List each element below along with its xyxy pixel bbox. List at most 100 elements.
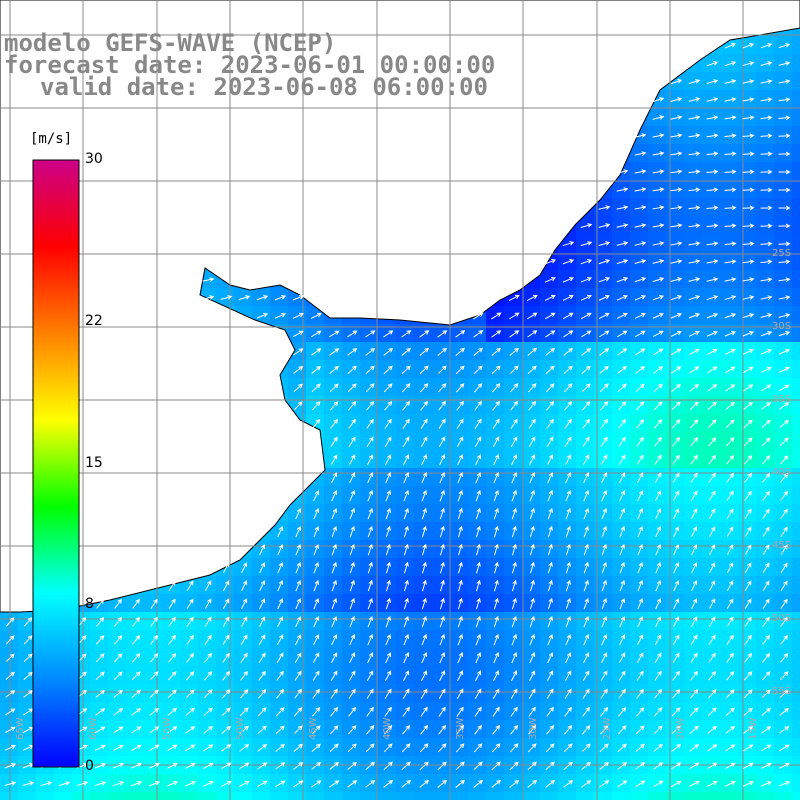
- wind-speed-cell: [576, 666, 594, 684]
- wind-arrow: [688, 79, 701, 85]
- wind-speed-cell: [756, 432, 774, 450]
- wind-arrow: [744, 562, 752, 574]
- wind-arrow: [493, 633, 499, 646]
- wind-speed-cell: [612, 234, 630, 252]
- wind-arrow: [635, 762, 646, 770]
- wind-arrow: [780, 598, 788, 609]
- wind-arrow: [528, 706, 536, 717]
- wind-speed-cell: [378, 702, 396, 720]
- wind-arrow: [421, 670, 428, 682]
- wind-arrow: [475, 454, 482, 466]
- wind-arrow: [150, 653, 159, 663]
- wind-arrow: [438, 706, 446, 717]
- wind-arrow: [114, 635, 123, 645]
- wind-speed-cell: [522, 486, 540, 504]
- wind-arrow: [688, 241, 701, 246]
- wind-arrow: [313, 508, 320, 520]
- wind-arrow: [637, 561, 644, 574]
- wind-arrow: [582, 688, 590, 699]
- wind-speed-cell: [324, 540, 342, 558]
- wind-speed-cell: [558, 702, 576, 720]
- wind-speed-cell: [360, 504, 378, 522]
- wind-arrow: [331, 472, 338, 484]
- wind-speed-cell: [666, 594, 684, 612]
- wind-speed-cell: [576, 576, 594, 594]
- wind-speed-cell: [432, 630, 450, 648]
- wind-arrow: [706, 780, 718, 787]
- wind-speed-cell: [324, 468, 342, 486]
- wind-speed-cell: [756, 216, 774, 234]
- wind-speed-cell: [342, 576, 360, 594]
- wind-speed-cell: [432, 792, 450, 804]
- wind-speed-cell: [504, 414, 522, 432]
- wind-speed-cell: [540, 432, 558, 450]
- wind-arrow: [402, 400, 411, 411]
- wind-speed-cell: [414, 720, 432, 738]
- wind-arrow: [691, 580, 698, 592]
- wind-speed-cell: [630, 666, 648, 684]
- wind-speed-cell: [540, 360, 558, 378]
- wind-arrow: [347, 330, 358, 338]
- wind-speed-cell: [342, 774, 360, 792]
- wind-arrow: [5, 671, 15, 680]
- wind-arrow: [331, 597, 338, 610]
- wind-speed-cell: [540, 324, 558, 342]
- wind-speed-cell: [684, 108, 702, 126]
- wind-speed-cell: [612, 720, 630, 738]
- wind-speed-cell: [0, 648, 18, 666]
- wind-arrow: [742, 115, 755, 121]
- wind-arrow: [565, 543, 571, 556]
- wind-arrow: [401, 365, 411, 375]
- wind-arrow: [329, 365, 340, 374]
- wind-arrow: [437, 330, 448, 338]
- wind-arrow: [421, 471, 428, 484]
- wind-speed-cell: [774, 270, 792, 288]
- wind-arrow: [581, 780, 592, 788]
- wind-speed-cell: [756, 90, 774, 108]
- wind-arrow: [329, 348, 340, 356]
- wind-arrow: [366, 688, 374, 699]
- latitude-label: 45S: [772, 540, 792, 551]
- latitude-label: 35S: [772, 394, 792, 405]
- wind-arrow: [349, 597, 355, 610]
- wind-speed-cell: [450, 486, 468, 504]
- wind-speed-cell: [324, 360, 342, 378]
- wind-speed-cell: [126, 648, 144, 666]
- wind-arrow: [724, 313, 737, 319]
- wind-speed-cell: [270, 630, 288, 648]
- wind-arrow: [707, 707, 717, 717]
- wind-speed-cell: [18, 648, 36, 666]
- wind-speed-cell: [630, 180, 648, 198]
- wind-arrow: [5, 708, 16, 716]
- wind-speed-cell: [162, 648, 180, 666]
- wind-speed-cell: [504, 450, 522, 468]
- wind-speed-cell: [630, 432, 648, 450]
- wind-arrow: [293, 366, 304, 374]
- wind-speed-cell: [252, 630, 270, 648]
- wind-arrow: [474, 688, 482, 699]
- wind-arrow: [708, 670, 717, 681]
- wind-speed-cell: [504, 666, 522, 684]
- wind-arrow: [599, 761, 610, 770]
- wind-arrow: [655, 580, 662, 592]
- wind-arrow: [637, 490, 644, 502]
- wind-speed-cell: [720, 522, 738, 540]
- wind-speed-cell: [612, 414, 630, 432]
- wind-speed-cell: [558, 612, 576, 630]
- wind-arrow: [653, 762, 664, 770]
- wind-speed-cell: [504, 720, 522, 738]
- wind-speed-cell: [324, 414, 342, 432]
- wind-arrow: [762, 472, 771, 483]
- wind-speed-cell: [612, 198, 630, 216]
- wind-arrow: [403, 543, 409, 556]
- wind-arrow: [725, 437, 735, 447]
- wind-speed-cell: [450, 612, 468, 630]
- wind-arrow: [455, 761, 465, 771]
- wind-arrow: [510, 418, 518, 429]
- wind-arrow: [456, 688, 464, 699]
- wind-speed-cell: [360, 684, 378, 702]
- wind-speed-cell: [504, 432, 522, 450]
- wind-arrow: [761, 419, 771, 428]
- wind-arrow: [167, 707, 178, 716]
- wind-arrow: [527, 743, 537, 753]
